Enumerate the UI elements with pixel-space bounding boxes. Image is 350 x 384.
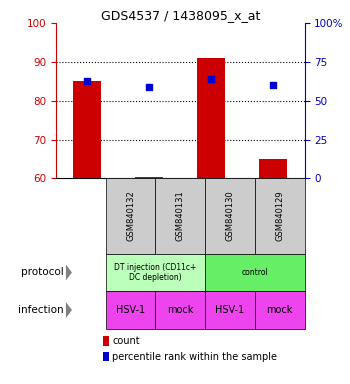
Bar [106, 179, 155, 254]
Bar [103, 352, 109, 361]
Bar [255, 291, 304, 329]
Text: infection: infection [18, 305, 63, 315]
Polygon shape [66, 265, 72, 280]
Text: GSM840131: GSM840131 [176, 191, 185, 242]
Text: count: count [112, 336, 140, 346]
Text: protocol: protocol [21, 267, 63, 278]
Bar [205, 291, 255, 329]
Text: control: control [241, 268, 268, 277]
Bar [205, 254, 304, 291]
Point [209, 76, 214, 83]
Text: HSV-1: HSV-1 [215, 305, 245, 315]
Text: GSM840132: GSM840132 [126, 191, 135, 242]
Bar [106, 291, 155, 329]
Bar [106, 254, 205, 291]
Text: mock: mock [167, 305, 194, 315]
Text: GSM840129: GSM840129 [275, 191, 284, 242]
Point [84, 78, 90, 84]
Point [146, 84, 152, 90]
Bar [103, 336, 109, 346]
Text: mock: mock [266, 305, 293, 315]
Title: GDS4537 / 1438095_x_at: GDS4537 / 1438095_x_at [100, 9, 260, 22]
Bar [197, 58, 225, 179]
Bar [259, 159, 287, 179]
Text: HSV-1: HSV-1 [116, 305, 145, 315]
Bar [73, 81, 101, 179]
Point [271, 82, 276, 88]
Bar [155, 179, 205, 254]
Text: percentile rank within the sample: percentile rank within the sample [112, 351, 277, 362]
Polygon shape [66, 302, 72, 318]
Bar [205, 179, 255, 254]
Text: DT injection (CD11c+
DC depletion): DT injection (CD11c+ DC depletion) [114, 263, 197, 282]
Bar [255, 179, 304, 254]
Text: GSM840130: GSM840130 [225, 191, 234, 242]
Bar [155, 291, 205, 329]
Bar [135, 177, 163, 179]
